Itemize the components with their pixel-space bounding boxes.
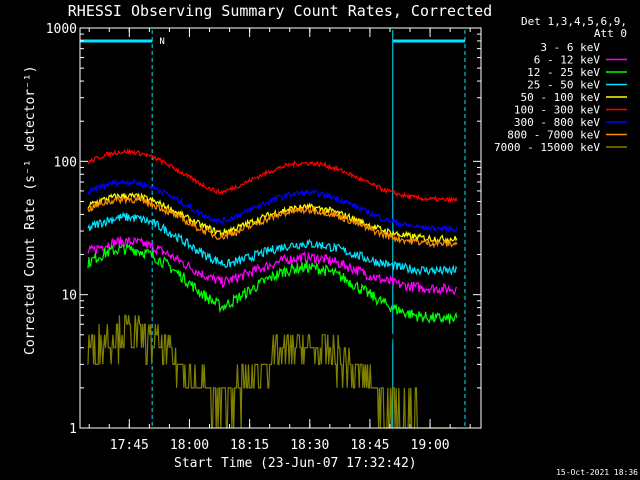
x-tick-label: 18:15 (230, 438, 269, 453)
legend-entry-label: 3 - 6 keV (540, 41, 600, 54)
y-axis-label: Corrected Count Rate (s⁻¹ detector⁻¹) (23, 65, 38, 355)
legend-entry-label: 7000 - 15000 keV (494, 141, 600, 154)
saa-flag-marker: N (159, 37, 164, 47)
y-tick-label: 10 (61, 289, 77, 304)
legend-entry-label: 12 - 25 keV (527, 66, 600, 79)
series-line (87, 192, 458, 244)
legend-entry-label: 800 - 7000 keV (507, 129, 600, 142)
y-axis: 1 10 100 1000 (46, 22, 481, 437)
plot-frame (79, 27, 482, 429)
series-line (87, 194, 458, 249)
legend-entry-label: 25 - 50 keV (527, 79, 600, 92)
series-line (87, 314, 457, 429)
legend-header-line-2: Att 0 (594, 27, 627, 40)
legend-entry-label: 6 - 12 keV (534, 54, 601, 67)
y-tick-label: 1000 (46, 22, 77, 37)
series-line (87, 243, 458, 325)
chart-title: RHESSI Observing Summary Count Rates, Co… (68, 2, 492, 20)
y-tick-label: 100 (54, 155, 77, 170)
x-tick-label: 18:45 (350, 438, 389, 453)
x-tick-label: 17:45 (110, 438, 149, 453)
series-line (87, 265, 458, 364)
x-tick-label: 18:00 (170, 438, 209, 453)
legend-entry-label: 300 - 800 keV (514, 116, 600, 129)
x-axis: 17:45 18:00 18:15 18:30 18:45 19:00 (88, 28, 471, 453)
series-line (87, 211, 458, 276)
series-line (87, 177, 458, 233)
series-line (87, 236, 458, 296)
x-tick-label: 18:30 (290, 438, 329, 453)
legend-header-line-1: Det 1,3,4,5,6,9, (521, 15, 627, 28)
y-tick-label: 1 (69, 422, 77, 437)
legend-entry-label: 100 - 300 keV (514, 104, 600, 117)
series-line (87, 147, 458, 204)
legend-entry-label: 50 - 100 keV (521, 91, 601, 104)
x-tick-label: 19:00 (411, 438, 450, 453)
x-axis-label: Start Time (23-Jun-07 17:32:42) (174, 456, 417, 471)
generation-timestamp: 15-Oct-2021 18:36 (556, 468, 638, 477)
plot-area: N (79, 30, 466, 429)
